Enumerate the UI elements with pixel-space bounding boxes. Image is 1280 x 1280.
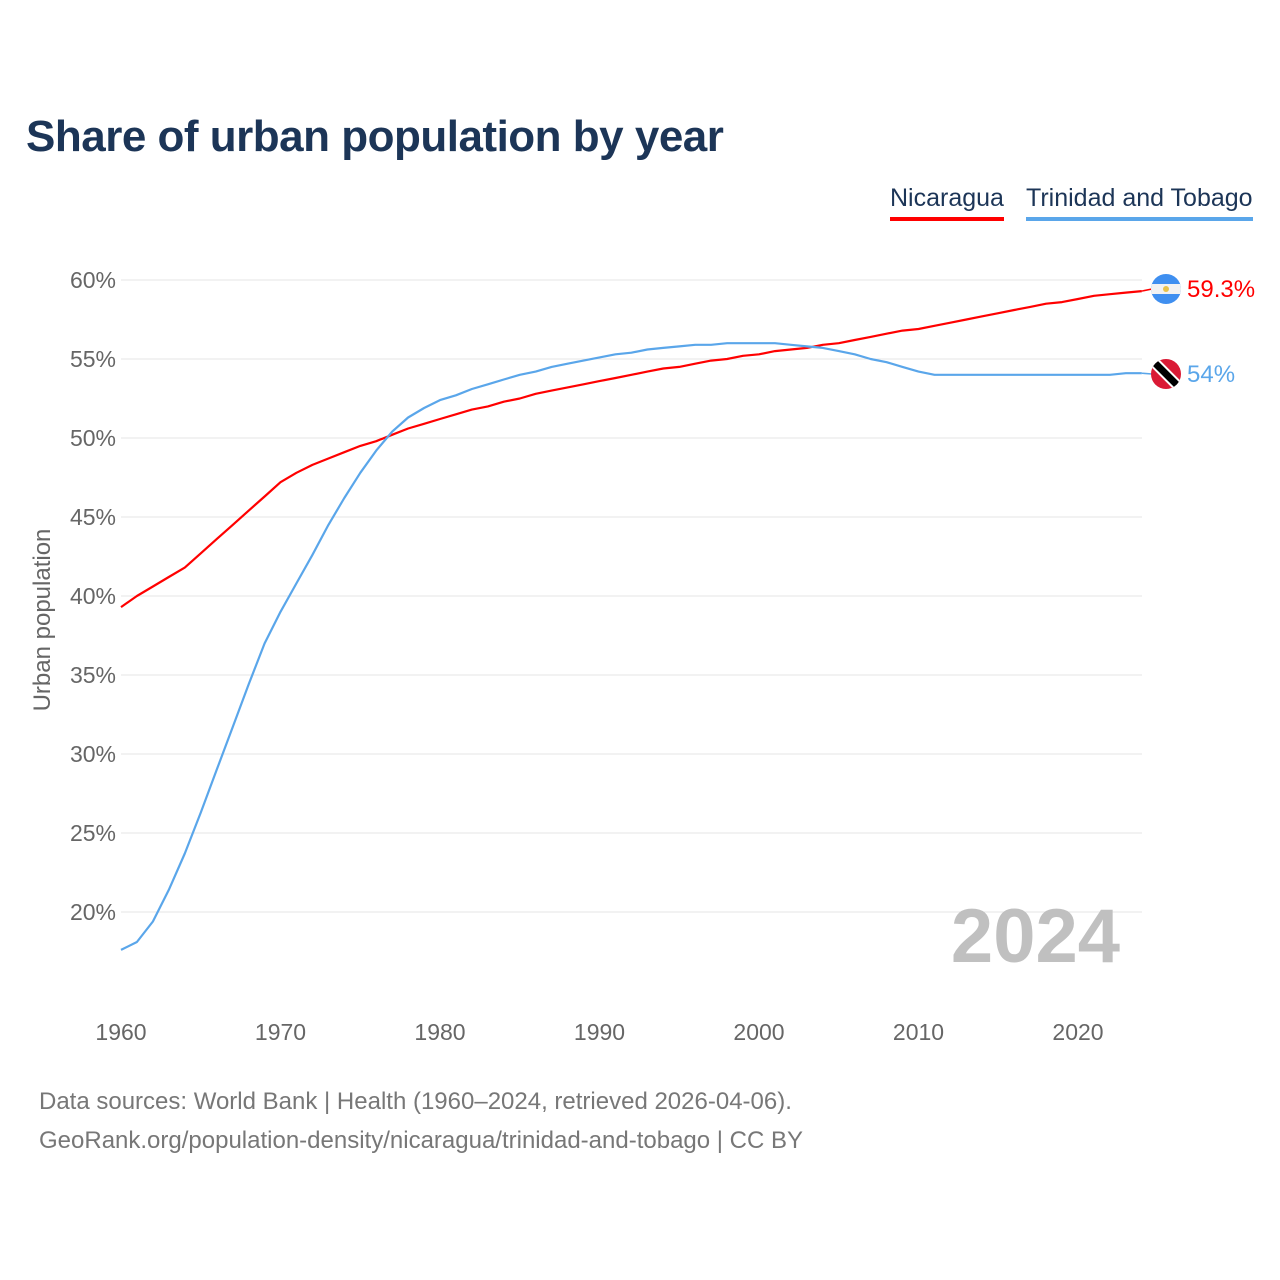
x-tick-label: 2020: [1052, 1019, 1103, 1045]
x-tick-label: 2000: [733, 1019, 784, 1045]
x-tick-label: 1980: [414, 1019, 465, 1045]
y-tick-label: 20%: [70, 899, 116, 925]
y-axis-label: Urban population: [29, 529, 56, 712]
y-tick-label: 30%: [70, 741, 116, 767]
y-tick-label: 60%: [70, 267, 116, 293]
nicaragua-flag-icon: [1151, 274, 1181, 304]
series-line-nicaragua: [120, 290, 1142, 609]
end-connector: [1141, 288, 1153, 292]
legend-item-trinidad-and-tobago[interactable]: Trinidad and Tobago: [1026, 184, 1253, 221]
footer-link[interactable]: GeoRank.org/population-density/nicaragua…: [39, 1127, 804, 1154]
year-watermark: 2024: [951, 894, 1120, 979]
y-tick-label: 25%: [70, 820, 116, 846]
end-value-label: 54%: [1187, 361, 1235, 388]
x-tick-label: 1970: [255, 1019, 306, 1045]
end-connector: [1141, 372, 1153, 375]
y-tick-label: 40%: [70, 583, 116, 609]
x-tick-label: 1960: [95, 1019, 146, 1045]
y-tick-label: 45%: [70, 504, 116, 530]
series-line-trinidad-and-tobago: [120, 342, 1142, 951]
legend-item-nicaragua[interactable]: Nicaragua: [890, 184, 1004, 221]
y-tick-label: 55%: [70, 346, 116, 372]
y-tick-label: 35%: [70, 662, 116, 688]
x-tick-label: 1990: [574, 1019, 625, 1045]
end-value-label: 59.3%: [1187, 276, 1255, 303]
x-tick-label: 2010: [893, 1019, 944, 1045]
chart-title: Share of urban population by year: [26, 112, 724, 161]
trinidad-flag-icon: [1151, 359, 1181, 389]
footer-sources: Data sources: World Bank | Health (1960–…: [39, 1088, 792, 1115]
y-tick-label: 50%: [70, 425, 116, 451]
